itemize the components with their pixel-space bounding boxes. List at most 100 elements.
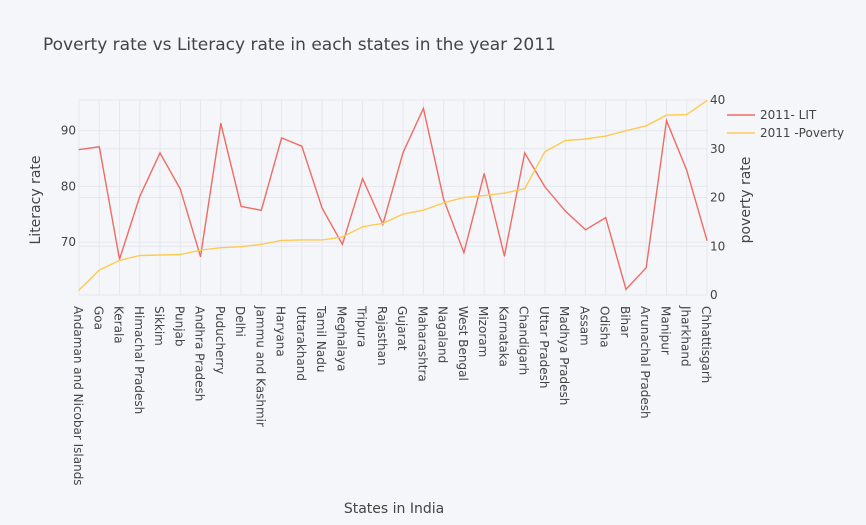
data-point	[382, 222, 384, 224]
data-point	[362, 177, 364, 180]
data-point	[625, 288, 627, 291]
data-point	[706, 239, 708, 241]
data-point	[301, 239, 303, 241]
data-point	[321, 207, 323, 209]
legend-label[interactable]: 2011- LIT	[760, 108, 817, 122]
chart-title: Poverty rate vs Literacy rate in each st…	[43, 35, 556, 55]
data-point	[321, 239, 323, 241]
data-point	[503, 192, 506, 194]
data-point	[443, 202, 445, 204]
x-tick-label: Karnataka	[496, 306, 510, 367]
data-point	[341, 236, 343, 238]
x-tick-label: Sikkim	[152, 306, 166, 346]
data-point	[422, 107, 424, 109]
data-point	[443, 198, 445, 200]
data-point	[544, 151, 546, 153]
right-y-tick-label: 40	[710, 93, 725, 107]
data-point	[625, 130, 627, 132]
data-point	[524, 188, 526, 190]
x-tick-label: Puducherry	[213, 306, 227, 374]
data-point	[159, 254, 161, 256]
data-point	[483, 172, 485, 175]
right-y-axis-title: poverty rate	[738, 157, 754, 244]
data-point	[463, 252, 465, 254]
x-tick-label: Tamil Nadu	[314, 305, 328, 372]
x-tick-label: Chhattisgarh	[699, 306, 713, 383]
left-y-axis-title: Literacy rate	[28, 156, 44, 245]
data-point	[584, 229, 587, 231]
x-tick-label: Haryana	[274, 306, 288, 357]
x-tick-label: Madhya Pradesh	[557, 306, 571, 405]
data-point	[422, 209, 424, 211]
data-point	[179, 188, 181, 190]
right-y-tick-label: 0	[710, 288, 718, 302]
data-point	[199, 249, 202, 251]
data-point	[240, 205, 242, 208]
x-tick-label: Assam	[577, 306, 591, 346]
data-point	[240, 246, 242, 248]
x-tick-label: Uttar Pradesh	[537, 306, 551, 388]
left-y-tick-label: 80	[61, 179, 76, 193]
data-point	[584, 138, 587, 140]
data-point	[199, 255, 202, 258]
data-point	[402, 213, 404, 215]
x-tick-label: Andaman and Nicobar Islands	[71, 306, 85, 486]
data-point	[220, 247, 222, 249]
legend-label[interactable]: 2011 -Poverty	[760, 126, 844, 140]
x-tick-label: Goa	[91, 306, 105, 330]
data-point	[524, 152, 526, 154]
series-line-2	[78, 99, 708, 291]
data-point	[139, 254, 141, 257]
data-point	[665, 120, 668, 122]
x-tick-label: Jharkhand	[679, 305, 693, 367]
data-point	[665, 114, 668, 116]
x-tick-label: Gujarat	[395, 306, 409, 351]
x-tick-label: Chandigarh	[517, 306, 531, 375]
data-point	[645, 125, 647, 127]
x-tick-label: Nagaland	[436, 306, 450, 363]
plot-area: 70 80 90 0 10 20 30 40 Andaman and Nicobar Islan…	[61, 93, 726, 486]
data-point	[645, 267, 647, 269]
series-line-1	[78, 106, 708, 291]
right-y-tick-label: 10	[710, 239, 725, 253]
x-tick-label: Andhra Pradesh	[193, 306, 207, 401]
data-point	[280, 239, 283, 241]
x-tick-label: Bihar	[618, 306, 632, 338]
data-point	[605, 216, 607, 219]
data-point	[503, 255, 506, 257]
x-tick-label: Punjab	[172, 306, 186, 347]
left-y-tick-label: 70	[61, 235, 76, 249]
x-tick-label: Manipur	[658, 306, 672, 355]
data-point	[78, 289, 80, 291]
data-point	[564, 139, 566, 142]
x-tick-label: Tripura	[355, 305, 369, 347]
data-point	[98, 269, 100, 271]
x-tick-label: Jammu and Kashmir	[253, 305, 267, 427]
data-point	[686, 114, 688, 116]
data-point	[78, 148, 80, 151]
data-point	[179, 253, 181, 256]
x-tick-label: Odisha	[598, 306, 612, 348]
data-point	[260, 209, 262, 211]
data-point	[564, 210, 566, 212]
right-y-tick-label: 20	[710, 191, 725, 205]
data-point	[260, 243, 262, 245]
x-tick-label: Maharashtra	[415, 306, 429, 382]
data-point	[220, 122, 222, 124]
data-point	[402, 151, 404, 153]
x-tick-label: Mizoram	[476, 306, 490, 357]
x-tick-label: Delhi	[233, 306, 247, 337]
data-point	[706, 99, 708, 102]
data-point	[118, 259, 121, 261]
left-y-tick-label: 90	[61, 124, 76, 138]
right-y-tick-label: 30	[710, 142, 725, 156]
data-point	[301, 145, 303, 147]
x-tick-label: Arunachal Pradesh	[638, 306, 652, 419]
x-tick-label: Rajasthan	[375, 306, 389, 366]
data-point	[139, 195, 141, 197]
x-axis-title: States in India	[344, 501, 444, 517]
data-point	[483, 194, 485, 197]
data-point	[341, 243, 343, 245]
data-point	[605, 135, 607, 137]
